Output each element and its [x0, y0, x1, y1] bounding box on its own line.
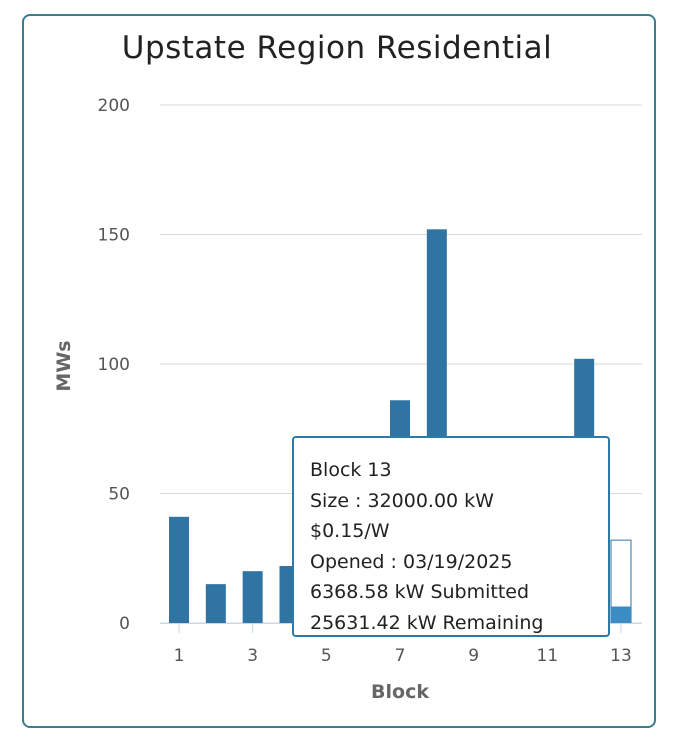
y-axis-ticks: 0 50 100 150 200	[98, 96, 130, 634]
tooltip-opened: Opened : 03/19/2025	[310, 550, 513, 573]
x-tick-7: 7	[395, 646, 406, 666]
bar-13	[611, 606, 631, 623]
x-tick-1: 1	[174, 646, 185, 666]
x-tick-3: 3	[247, 646, 258, 666]
y-tick-100: 100	[98, 355, 130, 375]
tooltip-submitted: 6368.58 kW Submitted	[310, 581, 530, 603]
x-tick-13: 13	[610, 646, 632, 666]
y-tick-0: 0	[119, 614, 130, 634]
x-tick-9: 9	[468, 646, 479, 666]
y-tick-50: 50	[108, 485, 130, 505]
block-tooltip: Block 13 Size : 32000.00 kW $0.15/W Open…	[292, 436, 610, 637]
tooltip-block: Block 13	[310, 459, 392, 481]
tooltip-price: $0.15/W	[310, 520, 390, 542]
y-tick-150: 150	[98, 226, 130, 246]
bar-2	[205, 584, 226, 623]
bar-1	[169, 516, 189, 623]
bar-3	[242, 571, 263, 623]
chart-title: Upstate Region Residential	[121, 30, 553, 66]
tooltip-remaining: 25631.42 kW Remaining	[310, 611, 544, 634]
tooltip-size: Size : 32000.00 kW	[310, 489, 494, 512]
y-axis-label: MWs	[53, 340, 75, 391]
y-tick-200: 200	[98, 96, 130, 116]
x-axis-label: Block	[371, 681, 429, 703]
x-tick-5: 5	[321, 646, 332, 666]
x-tick-11: 11	[537, 646, 559, 666]
